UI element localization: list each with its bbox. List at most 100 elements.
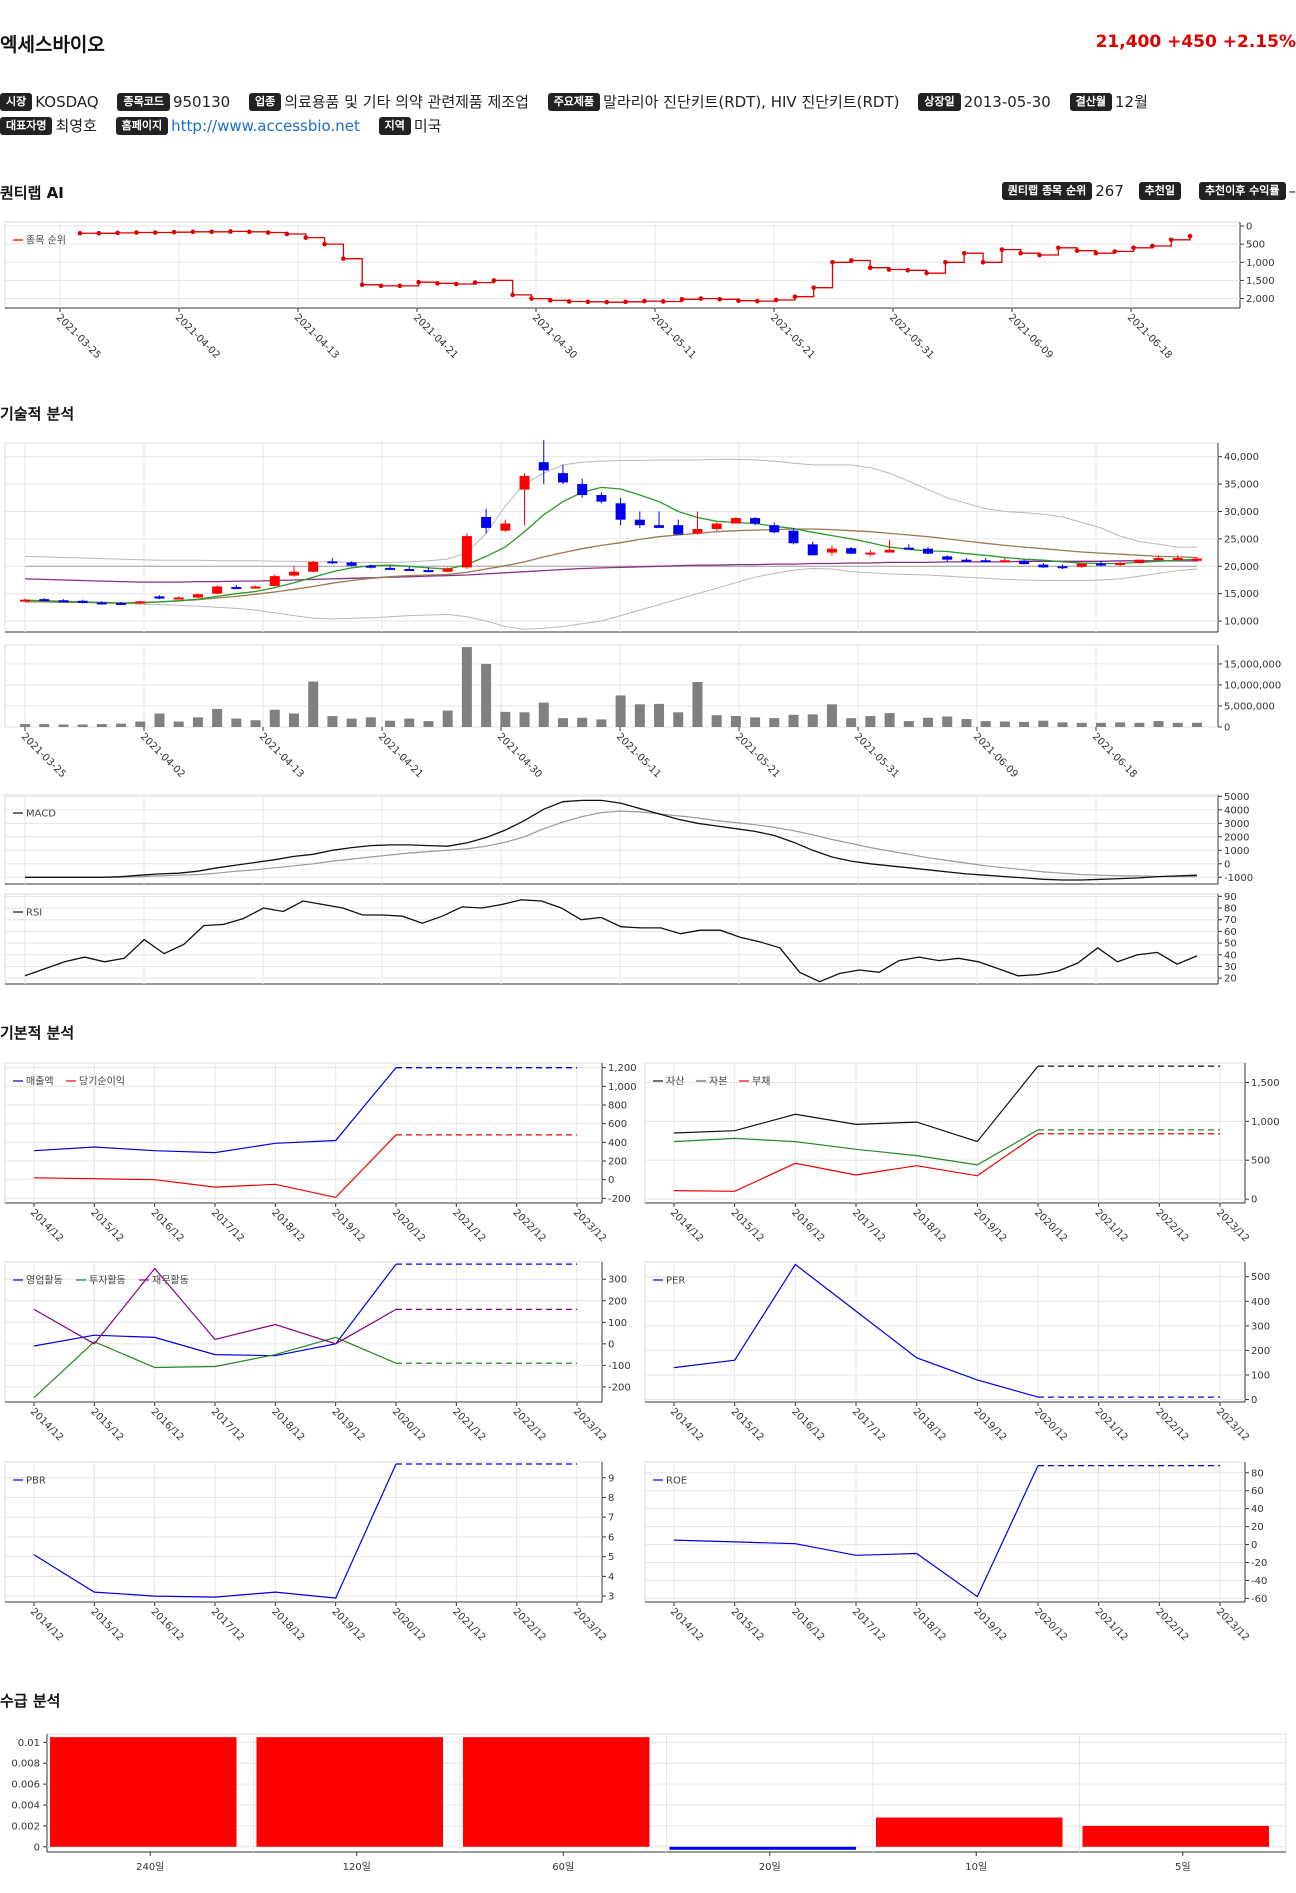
rank-point — [96, 230, 102, 236]
volume-bar — [20, 724, 30, 727]
candle-body — [269, 576, 280, 586]
badge-rank: 퀀티랩 종목 순위 — [1001, 182, 1093, 200]
supply-chart-y-tick-label: 0.004 — [11, 1801, 40, 1812]
macd-chart-y-tick-label: 2000 — [1224, 832, 1249, 843]
candle-body — [481, 516, 492, 528]
assets-chart-y-tick-label: 1,000 — [1251, 1117, 1280, 1128]
roe-chart-x-tick-label: 2015/12 — [729, 1606, 766, 1643]
rank-chart-frame — [4, 221, 1241, 309]
macd-chart-y-tick-label: -1000 — [1224, 873, 1253, 884]
assets-chart-x-tick-label: 2022/12 — [1153, 1207, 1190, 1244]
volume-bar — [961, 719, 972, 727]
info-row-1: 시장 KOSDAQ 종목코드 950130 업종 의료용품 및 기타 의약 관련제품 … — [0, 92, 1162, 112]
rank-point — [322, 241, 327, 247]
rank-chart-x-tick-label: 2021-05-31 — [887, 312, 936, 361]
sales-chart-legend-label: 매출액 — [26, 1076, 54, 1088]
cashflow-chart-x-tick-label: 2021/12 — [450, 1406, 487, 1443]
candle-body — [846, 548, 857, 554]
supply-chart-y-tick-label: 0.006 — [11, 1780, 40, 1791]
volume-bar — [1019, 721, 1030, 727]
sales-chart-series-line — [33, 1134, 397, 1199]
volume-chart-x-tick-label: 2021-05-11 — [614, 731, 663, 780]
products-value: 말라리아 진단키트(RDT), HIV 진단키트(RDT) — [603, 93, 900, 111]
supply-chart-y-tick-label: 0.002 — [11, 1821, 40, 1832]
per-chart-y-tick-label: 0 — [1251, 1395, 1257, 1406]
volume-bar — [538, 702, 549, 727]
rank-point — [416, 279, 421, 285]
roe-chart-y-tick-label: 0 — [1251, 1540, 1257, 1551]
rank-point — [171, 229, 177, 235]
candle-body — [58, 600, 69, 603]
volume-bar — [1057, 722, 1068, 727]
candle-body — [999, 560, 1010, 563]
assets-chart-x-tick-label: 2015/12 — [729, 1207, 766, 1244]
candle-body — [826, 548, 837, 553]
candle-body — [538, 462, 549, 471]
macd-signal-line — [25, 810, 1197, 878]
volume-bar — [500, 711, 511, 727]
per-chart-y-tick-label: 400 — [1251, 1297, 1270, 1308]
rank-point — [642, 298, 647, 304]
candle-body — [596, 495, 607, 502]
volume-bar — [269, 709, 280, 727]
cashflow-chart-x-tick-label: 2020/12 — [390, 1406, 427, 1443]
volume-bar — [442, 710, 453, 727]
rank-chart-y-tick-label: 1,000 — [1246, 258, 1275, 269]
rank-chart-x-tick-label: 2021-06-09 — [1006, 312, 1055, 361]
volume-bar — [999, 721, 1010, 727]
rank-value: 267 — [1095, 182, 1124, 200]
rank-point — [190, 229, 196, 235]
rank-point — [924, 270, 929, 276]
volume-bar — [923, 717, 934, 727]
listing-date-value: 2013-05-30 — [963, 93, 1051, 111]
cashflow-chart-x-tick-label: 2018/12 — [269, 1406, 306, 1443]
volume-bar — [308, 681, 319, 727]
rank-point — [359, 282, 365, 288]
badge-region: 지역 — [378, 117, 411, 135]
bollinger-lower-line — [24, 567, 1198, 630]
rank-point — [435, 281, 440, 286]
volume-bar — [116, 723, 127, 727]
volume-bar — [692, 682, 703, 727]
supply-bar — [876, 1817, 1063, 1847]
volume-bar — [96, 724, 107, 727]
candle-body — [365, 565, 376, 568]
cashflow-chart-legend-label: 영업활동 — [26, 1274, 63, 1287]
rank-point — [152, 230, 158, 235]
rank-point — [548, 298, 553, 303]
homepage-link[interactable]: http://www.accessbio.net — [171, 117, 360, 135]
cashflow-chart-x-tick-label: 2019/12 — [330, 1406, 367, 1443]
candle-body — [577, 484, 588, 496]
rank-point — [905, 267, 911, 273]
roe-chart-y-tick-label: 40 — [1251, 1504, 1264, 1515]
volume-bar — [192, 717, 203, 727]
volume-bar — [1134, 722, 1145, 727]
assets-chart-y-tick-label: 500 — [1251, 1156, 1270, 1167]
badge-fiscal-month: 결산월 — [1069, 93, 1112, 111]
candle-body — [173, 597, 184, 600]
cashflow-chart-series-line — [33, 1336, 397, 1399]
per-chart-y-tick-label: 300 — [1251, 1321, 1270, 1332]
assets-chart-legend-label: 부채 — [752, 1076, 770, 1088]
candle-body — [1172, 558, 1183, 561]
price-change: +450 — [1167, 32, 1217, 52]
candle-body — [788, 530, 799, 544]
per-chart-x-tick-label: 2021/12 — [1093, 1406, 1130, 1443]
candle-chart-y-tick-label: 25,000 — [1224, 534, 1259, 545]
rsi-chart-y-tick-label: 40 — [1224, 950, 1237, 961]
candle-body — [1115, 562, 1126, 565]
volume-bar — [615, 695, 626, 727]
candle-body — [1076, 563, 1087, 567]
sales-chart-x-tick-label: 2015/12 — [88, 1207, 125, 1244]
volume-bar — [1153, 721, 1164, 727]
price-value: 21,400 — [1095, 32, 1162, 52]
rank-chart-legend-label: 종목 순위 — [26, 234, 66, 247]
candle-body — [615, 503, 626, 520]
volume-bar — [346, 718, 357, 727]
macd-chart-legend-label: MACD — [26, 809, 56, 820]
rank-point — [115, 230, 120, 236]
rsi-chart-y-tick-label: 20 — [1224, 974, 1237, 985]
cashflow-chart-legend-label: 재무활동 — [152, 1274, 189, 1287]
roe-chart-legend-label: ROE — [666, 1476, 687, 1487]
volume-bar — [461, 647, 472, 727]
